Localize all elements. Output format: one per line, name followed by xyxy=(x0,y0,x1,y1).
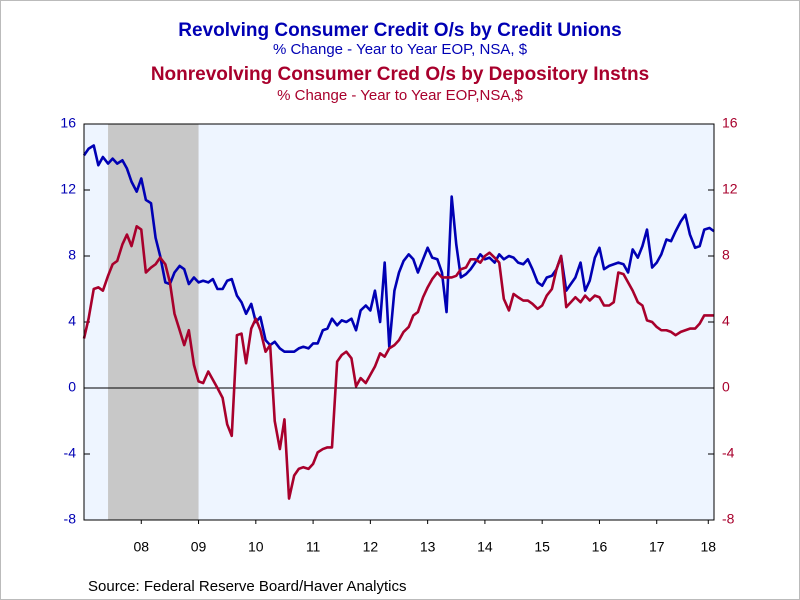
y-tick-label: 16 xyxy=(60,115,76,131)
x-tick-label: 17 xyxy=(649,539,665,555)
x-tick-label: 18 xyxy=(700,539,716,555)
y2-tick-label: -4 xyxy=(722,445,735,461)
x-tick-label: 14 xyxy=(477,539,493,555)
y-tick-label: 12 xyxy=(60,181,76,197)
y-tick-label: 8 xyxy=(68,247,76,263)
series-line xyxy=(82,144,715,353)
series-title: Revolving Consumer Credit O/s by Credit … xyxy=(178,20,621,41)
x-tick-label: 10 xyxy=(248,539,264,555)
x-tick-label: 16 xyxy=(592,539,608,555)
x-tick-label: 13 xyxy=(420,539,436,555)
x-tick-label: 08 xyxy=(133,539,149,555)
x-tick-label: 15 xyxy=(534,539,550,555)
y2-tick-label: 16 xyxy=(722,115,738,131)
y-tick-label: -8 xyxy=(64,511,77,527)
recession-shading xyxy=(108,124,199,520)
y2-tick-label: 8 xyxy=(722,247,730,263)
x-tick-label: 12 xyxy=(363,539,379,555)
source: Source: Federal Reserve Board/Haver Anal… xyxy=(88,578,406,595)
x-tick-label: 09 xyxy=(191,539,207,555)
y2-tick-label: 0 xyxy=(722,379,730,395)
x-tick-label: 11 xyxy=(306,539,321,555)
series-subtitle: % Change - Year to Year EOP, NSA, $ xyxy=(273,41,528,58)
series-subtitle: % Change - Year to Year EOP,NSA,$ xyxy=(277,87,523,104)
plot-border xyxy=(83,123,715,521)
y-tick-label: 4 xyxy=(68,313,76,329)
y-tick-label: -4 xyxy=(64,445,77,461)
series-title: Nonrevolving Consumer Cred O/s by Deposi… xyxy=(151,64,649,85)
y2-tick-label: 12 xyxy=(722,181,738,197)
series-line xyxy=(82,225,714,500)
y-tick-label: 0 xyxy=(68,379,76,395)
y2-tick-label: 4 xyxy=(722,313,730,329)
y2-tick-label: -8 xyxy=(722,511,735,527)
